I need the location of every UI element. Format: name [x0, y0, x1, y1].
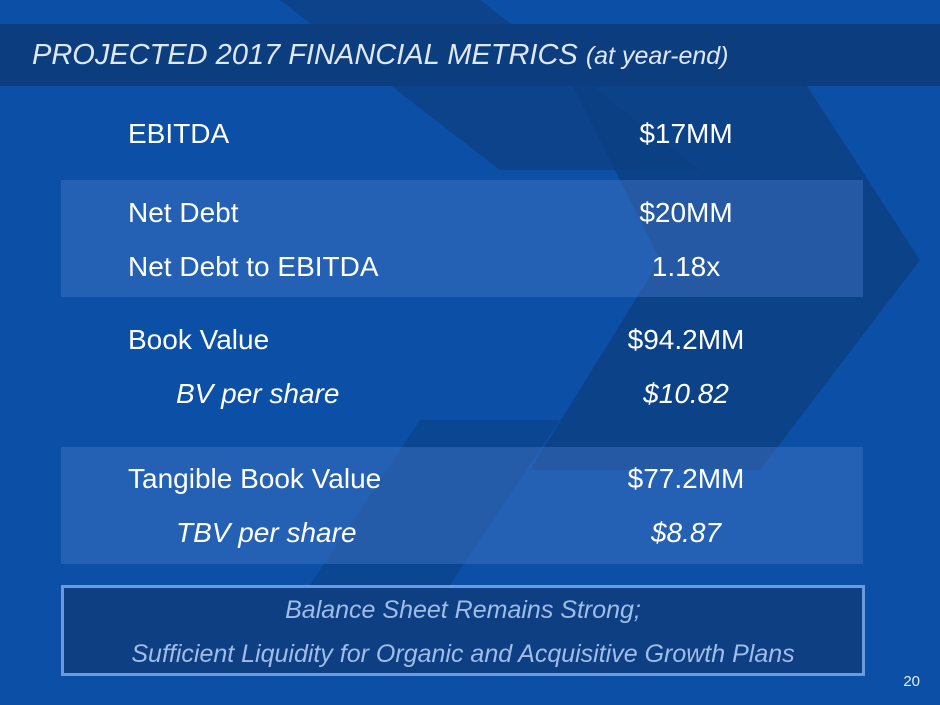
metric-label-net-debt: Net Debt	[128, 197, 239, 228]
metric-label-tbv-per-share: TBV per share	[176, 517, 357, 548]
title-bar	[0, 24, 940, 86]
callout-line-2: Sufficient Liquidity for Organic and Acq…	[131, 640, 795, 668]
metrics-band-tangible	[61, 447, 863, 564]
metric-value-book-value: $94.2MM	[627, 324, 745, 355]
chevron-shape-left	[300, 420, 560, 600]
callout-box: Balance Sheet Remains Strong; Sufficient…	[61, 585, 865, 676]
metric-label-book-value: Book Value	[128, 324, 270, 355]
metric-value-bv-per-share: $10.82	[643, 378, 729, 409]
metric-value-tbv-per-share: $8.87	[650, 517, 722, 548]
page-number: 20	[903, 673, 920, 690]
metric-label-bv-per-share: BV per share	[176, 378, 340, 409]
metric-value-net-debt: $20MM	[639, 197, 733, 228]
chevron-shape-right	[530, 60, 920, 470]
metric-value-ebitda: $17MM	[639, 118, 733, 149]
metric-label-ebitda: EBITDA	[128, 118, 230, 149]
slide-title: PROJECTED 2017 FINANCIAL METRICS (at yea…	[32, 38, 729, 73]
title-main: PROJECTED 2017 FINANCIAL METRICS	[32, 39, 578, 71]
metric-label-net-debt-to-ebitda: Net Debt to EBITDA	[128, 251, 379, 282]
metric-value-net-debt-to-ebitda: 1.18x	[651, 251, 721, 282]
metrics-band-debt	[61, 180, 863, 297]
metric-value-tangible-book-value: $77.2MM	[627, 463, 745, 494]
metric-label-tangible-book-value: Tangible Book Value	[128, 463, 382, 494]
title-subtitle: (at year-end)	[585, 42, 729, 70]
callout-line-1: Balance Sheet Remains Strong;	[285, 596, 641, 624]
